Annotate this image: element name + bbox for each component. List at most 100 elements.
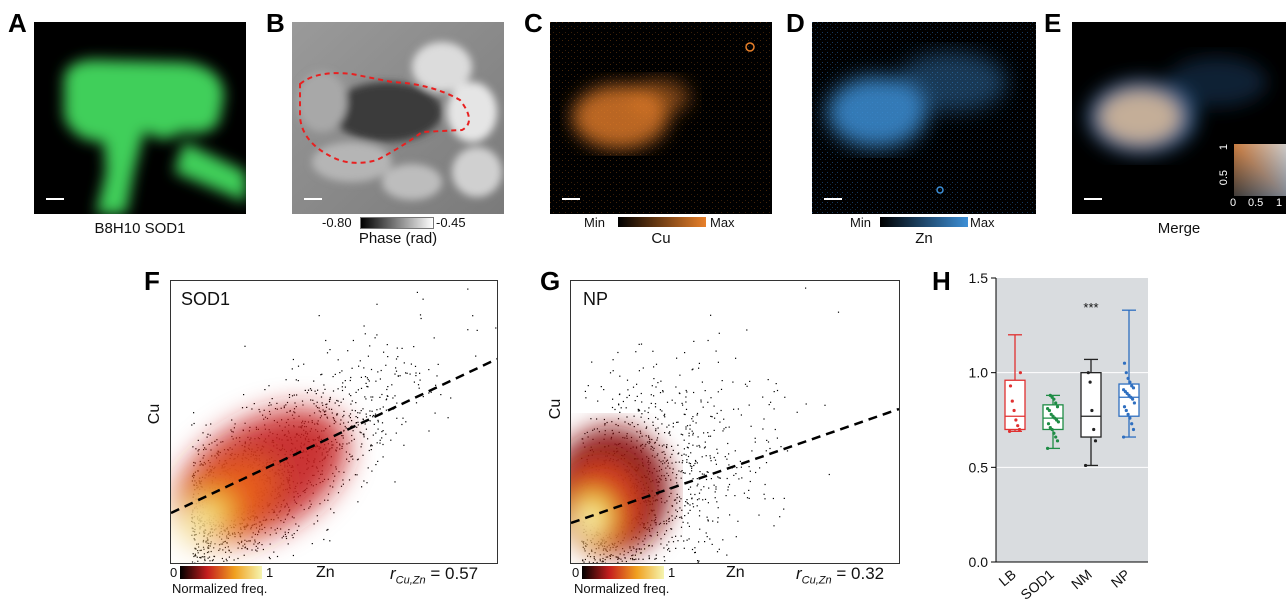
scatter-point [704, 474, 705, 475]
scatter-point [343, 472, 344, 473]
scatter-point [676, 358, 677, 359]
scatter-point [773, 498, 774, 499]
scatter-point [370, 415, 371, 416]
scatter-point [669, 551, 670, 552]
scatter-point [365, 398, 366, 399]
scatter-point [377, 420, 378, 421]
scatter-point [203, 549, 204, 550]
scatter-point [664, 415, 665, 416]
scatter-point [292, 535, 293, 536]
scatter-point [319, 407, 320, 408]
r-subscript: Cu,Zn [396, 574, 426, 586]
y-tick-label: 0.0 [969, 554, 989, 570]
scatter-point [213, 547, 214, 548]
scatter-point [346, 459, 347, 460]
scatter-point [402, 418, 403, 419]
scatter-point [717, 413, 718, 414]
scatter-point [379, 443, 380, 444]
scatter-title-np: NP [583, 289, 608, 310]
significance-marker: *** [1083, 300, 1098, 315]
scatter-point [323, 384, 324, 385]
scatter-point [749, 498, 750, 499]
scatter-point [714, 430, 715, 431]
scatter-point [707, 536, 708, 537]
scatter-point [392, 397, 393, 398]
scatter-point [723, 428, 724, 429]
scatter-point [663, 444, 664, 445]
scatter-point [707, 432, 708, 433]
scatter-point [610, 558, 611, 559]
scatter-point [296, 394, 297, 395]
density-cloud [571, 426, 671, 556]
scatter-point [414, 382, 415, 383]
scatter-point [702, 456, 703, 457]
scatter-point [666, 520, 667, 521]
scatter-point [341, 402, 342, 403]
scatter-point [298, 380, 299, 381]
scatter-point [686, 390, 687, 391]
scatter-point [655, 442, 656, 443]
scatter-point [204, 560, 205, 561]
scatter-point [661, 423, 662, 424]
merge-map: 1 0.5 0 0.5 1 [1072, 22, 1286, 214]
scatter-point [614, 409, 615, 410]
scatter-point [293, 537, 294, 538]
scatter-point [604, 419, 605, 420]
scatter-point [223, 561, 224, 562]
scatter-point [676, 474, 677, 475]
scatter-point [749, 466, 750, 467]
scatter-point [768, 441, 769, 442]
scatter-point [329, 349, 330, 350]
scatter-point [648, 435, 649, 436]
scatter-point [675, 536, 676, 537]
scatter-point [712, 416, 713, 417]
scatter-point [692, 434, 693, 435]
scatter-point [244, 544, 245, 545]
scatter-point [623, 401, 624, 402]
scatter-point [681, 536, 682, 537]
scatter-point [297, 530, 298, 531]
data-point [1049, 426, 1052, 429]
scatter-point [448, 417, 449, 418]
scatter-point [755, 438, 756, 439]
scatter-point [386, 399, 387, 400]
scatter-point [679, 507, 680, 508]
scatter-point [682, 405, 683, 406]
scatter-point [660, 409, 661, 410]
scatter-plot-np: NP [570, 280, 900, 564]
scatter-point [361, 410, 362, 411]
scatter-point [698, 436, 699, 437]
scatter-point [696, 422, 697, 423]
scatter-point [365, 333, 366, 334]
data-point [1125, 409, 1128, 412]
scatter-point [325, 340, 326, 341]
scatter-point [360, 432, 361, 433]
scatter-point [477, 330, 478, 331]
scatter-point [619, 394, 620, 395]
scatter-point [371, 369, 372, 370]
scatter-point [423, 299, 424, 300]
scatter-point [775, 429, 776, 430]
scatter-point [678, 453, 679, 454]
scatter-point [659, 445, 660, 446]
scatter-point [777, 438, 778, 439]
scatter-point [209, 560, 210, 561]
scatter-point [241, 548, 242, 549]
scatter-point [685, 501, 686, 502]
scatter-point [293, 555, 294, 556]
scatter-point [708, 488, 709, 489]
scatter-point [417, 292, 418, 293]
correlation-value-np: rCu,Zn = 0.32 [796, 564, 884, 586]
r-value: = 0.32 [836, 564, 884, 583]
scatter-point [352, 400, 353, 401]
scatter-point [672, 537, 673, 538]
scatter-point [735, 473, 736, 474]
scatter-point [646, 428, 647, 429]
scatter-point [349, 454, 350, 455]
scatter-point [606, 557, 607, 558]
scatter-point [585, 559, 586, 560]
scatter-point [245, 547, 246, 548]
scatter-point [368, 379, 369, 380]
scatter-point [193, 556, 194, 557]
scatter-point [746, 329, 747, 330]
